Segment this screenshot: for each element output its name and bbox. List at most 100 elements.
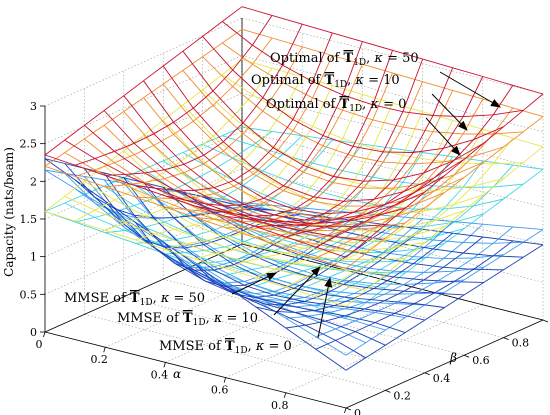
x-tick-label: 0: [36, 338, 43, 351]
tick-labels: 00.20.40.60.8100.20.40.60.8100.511.522.5…: [20, 100, 549, 415]
mesh-line: [182, 50, 485, 182]
annotation-arrow: [317, 277, 333, 339]
mesh-line: [143, 185, 445, 295]
mesh-line: [255, 120, 454, 279]
annotation-4: MMSE of T1D, κ = 10: [117, 311, 258, 328]
mesh-line: [182, 104, 485, 215]
mesh-line: [255, 221, 454, 308]
axis-line: [44, 331, 347, 409]
surface-mmse-kappa-50: [44, 158, 544, 371]
z-tick-label: 0: [30, 326, 37, 339]
y-tick-mark: [503, 337, 509, 340]
mesh-line: [225, 58, 424, 223]
mesh-line: [241, 58, 544, 148]
x-tick-label: 0.8: [271, 399, 289, 412]
grid-line: [241, 93, 544, 170]
mesh-line: [315, 226, 514, 338]
y-tick-mark: [345, 407, 352, 411]
annotation-arrow: [439, 71, 501, 108]
x-axis-label: α: [173, 367, 181, 381]
mesh-line: [345, 116, 544, 269]
grid-line: [84, 314, 386, 391]
annotation-0: Optimal of T1D, κ = 50: [270, 51, 419, 68]
y-tick-label: 0.4: [433, 372, 451, 385]
mesh-line: [225, 228, 423, 306]
mesh-line: [285, 236, 484, 329]
grid-line: [44, 130, 243, 220]
mesh-line: [255, 67, 454, 228]
y-tick-mark: [464, 354, 470, 358]
x-tick-label: 0.6: [211, 384, 229, 397]
axis-line: [44, 243, 243, 333]
mesh-line: [182, 70, 485, 189]
grid-line: [165, 274, 363, 363]
z-tick-label: 2.5: [20, 138, 38, 151]
surface-optimal-kappa-50: [44, 6, 544, 258]
mesh-line: [162, 119, 465, 232]
y-tick-mark: [542, 319, 549, 323]
z-tick-label: 3: [30, 100, 37, 113]
z-tick-label: 2: [30, 175, 37, 188]
grid-line: [241, 130, 544, 208]
grid-line: [285, 304, 483, 394]
mesh-line: [315, 137, 514, 298]
grid-line: [241, 17, 544, 95]
x-tick-label: 0.4: [151, 368, 169, 381]
mesh-line: [202, 89, 504, 192]
grid-line: [44, 17, 243, 107]
mesh-line: [345, 93, 544, 258]
y-tick-label: 0: [354, 407, 361, 415]
annotation-5: MMSE of T1D, κ = 0: [159, 339, 292, 356]
axis-line: [345, 319, 544, 409]
z-tick-label: 1.5: [20, 213, 38, 226]
mesh-line: [241, 126, 544, 170]
mesh-line: [255, 232, 453, 313]
mesh-line: [143, 135, 445, 243]
mesh-line: [143, 80, 445, 215]
surface-optimal-kappa-0: [44, 58, 544, 307]
mesh-line: [202, 56, 504, 165]
y-tick-label: 0.6: [472, 354, 490, 367]
mesh-line: [225, 152, 423, 276]
grid-line: [44, 55, 243, 144]
mesh-line: [222, 135, 524, 188]
mesh-line: [162, 186, 465, 296]
mesh-line: [345, 146, 544, 307]
mesh-line: [162, 83, 465, 207]
z-axis-label: Capacity (nats/beam): [2, 147, 16, 277]
mesh-line: [225, 111, 424, 269]
x-tick-mark: [163, 362, 166, 368]
x-tick-mark: [223, 377, 226, 383]
surface-optimal-kappa-10: [44, 28, 544, 270]
annotation-3: MMSE of T1D, κ = 50: [64, 291, 205, 308]
mesh-line: [162, 65, 465, 202]
mesh-line: [315, 85, 514, 248]
annotation-arrow: [425, 117, 461, 156]
mesh-line: [315, 107, 514, 259]
mesh-line: [315, 240, 514, 350]
mesh-line: [345, 229, 544, 356]
mesh-line: [285, 76, 484, 238]
mesh-line: [241, 6, 544, 95]
grid-line: [225, 289, 423, 378]
annotation-arrow: [231, 272, 277, 295]
z-tick-label: 1: [30, 251, 37, 264]
x-tick-mark: [283, 392, 287, 398]
annotation-arrow: [273, 266, 321, 316]
x-tick-label: 0.2: [90, 353, 108, 366]
x-tick-mark: [344, 407, 347, 414]
mesh-line: [143, 97, 445, 219]
grid-line: [123, 296, 425, 374]
mesh-line: [222, 21, 524, 118]
grid-line: [241, 55, 544, 132]
grid-line: [163, 278, 465, 356]
mesh-line: [222, 74, 524, 165]
mesh-line: [222, 42, 524, 135]
mesh-line: [182, 192, 484, 273]
mesh-line: [285, 223, 484, 319]
y-tick-label: 0.8: [512, 337, 529, 350]
y-tick-mark: [385, 390, 391, 393]
y-tick-label: 0.2: [393, 389, 411, 402]
surface-meshes: [44, 6, 544, 371]
